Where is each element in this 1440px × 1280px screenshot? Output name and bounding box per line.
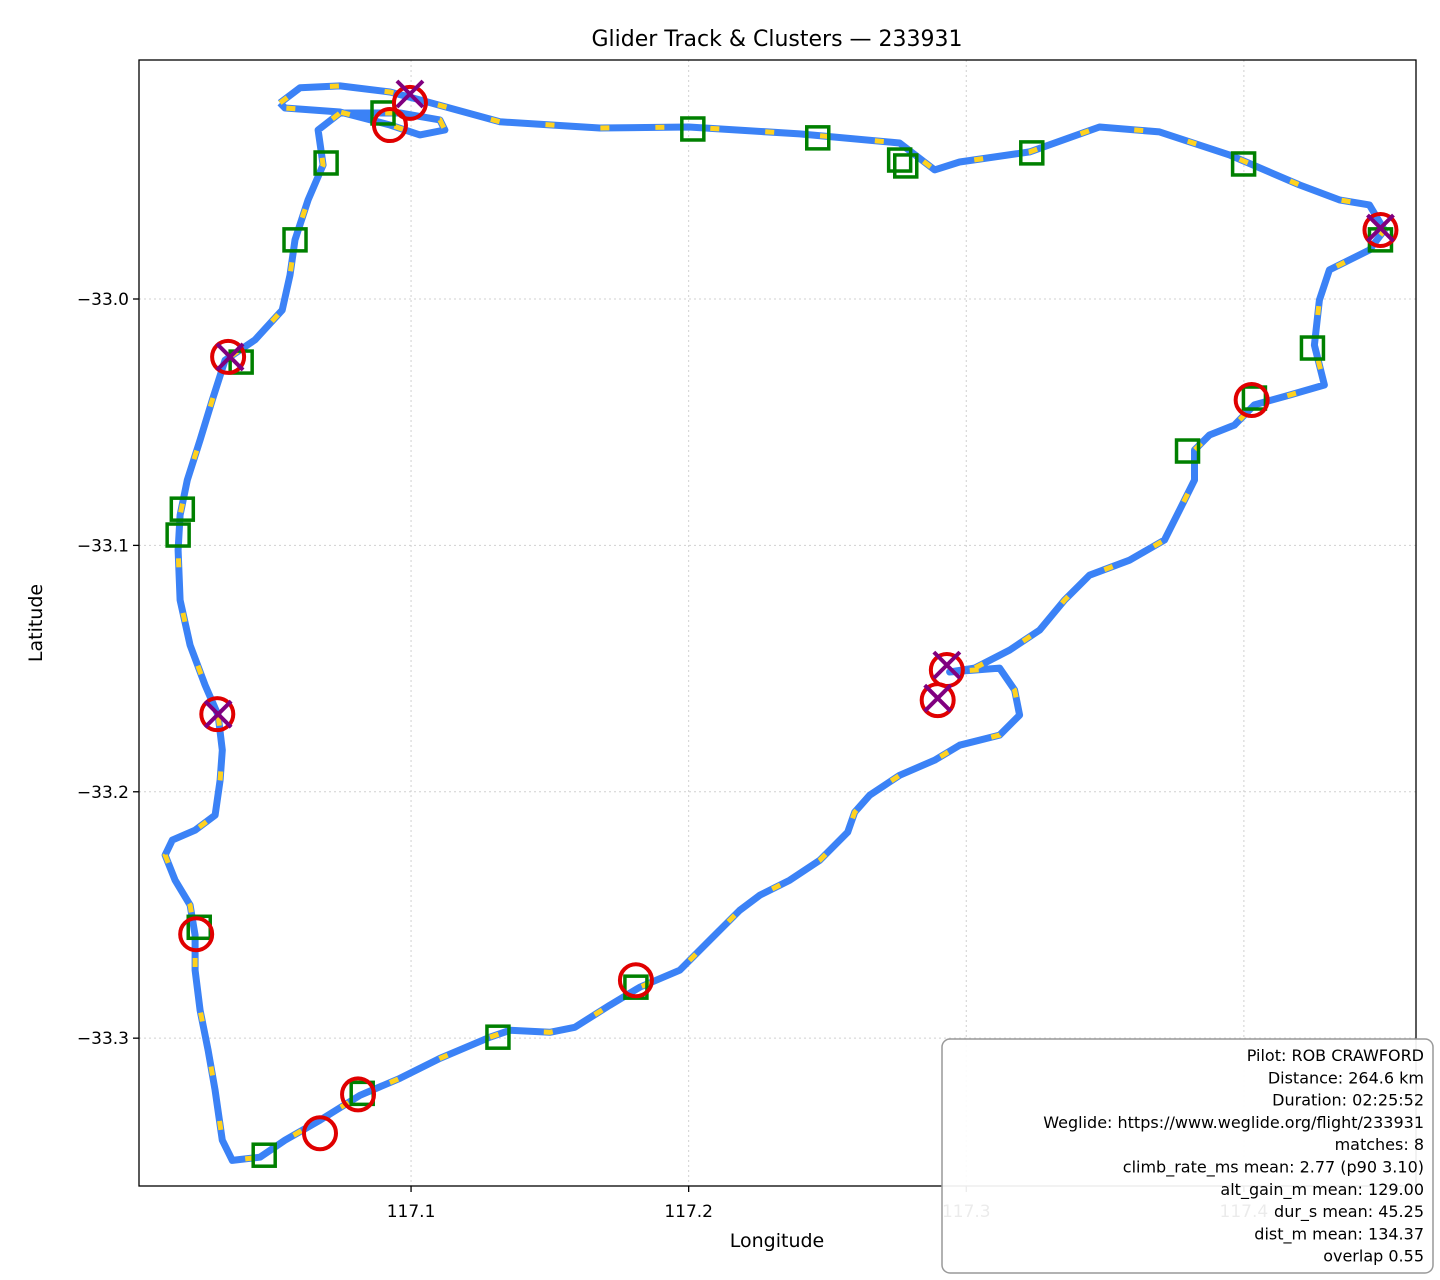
grid (139, 60, 1416, 1186)
y-tick-label: −33.0 (77, 290, 129, 310)
circle-marker (919, 682, 956, 719)
info-line: Distance: 264.6 km (1268, 1068, 1424, 1087)
info-line: matches: 8 (1335, 1135, 1424, 1154)
info-line: climb_rate_ms mean: 2.77 (p90 3.10) (1123, 1158, 1424, 1178)
track (161, 82, 1388, 1164)
circle-marker (302, 1115, 339, 1152)
x-marker (932, 650, 962, 680)
circle-marker (1362, 212, 1399, 249)
x-marker (923, 683, 953, 713)
info-line: overlap 0.55 (1323, 1247, 1424, 1266)
x-tick-label: 117.2 (664, 1202, 713, 1222)
square-marker (1230, 151, 1257, 177)
x-marker (215, 342, 245, 372)
x-marker (395, 79, 425, 109)
circle-marker (199, 696, 236, 733)
info-line: alt_gain_m mean: 129.00 (1220, 1180, 1424, 1200)
square-marker (251, 1142, 277, 1168)
square-marker (370, 100, 396, 126)
circle-marker (391, 84, 428, 121)
square-marker (1174, 438, 1201, 464)
square-marker (485, 1024, 511, 1050)
info-line: Duration: 02:25:52 (1272, 1091, 1424, 1110)
circle-marker (178, 916, 215, 953)
square-marker (1299, 335, 1326, 361)
square-marker (313, 150, 339, 176)
plot-frame (138, 59, 1417, 1187)
circle-marker (1233, 382, 1270, 419)
info-line: Weglide: https://www.weglide.org/flight/… (1043, 1113, 1424, 1132)
info-line: Pilot: ROB CRAWFORD (1247, 1046, 1424, 1065)
square-marker (169, 496, 196, 522)
square-marker (282, 227, 308, 253)
square-marker (886, 147, 913, 173)
info-box: Pilot: ROB CRAWFORD Distance: 264.6 km Dur… (941, 1038, 1434, 1274)
circle-marker (340, 1076, 377, 1113)
circle-marker (210, 338, 247, 375)
track-highlight (162, 83, 1388, 1164)
y-tick-label: −33.2 (77, 783, 129, 803)
chart-title: Glider Track & Clusters — 233931 (591, 27, 962, 52)
y-tick-label: −33.3 (77, 1029, 129, 1049)
info-line: dur_s mean: 45.25 (1274, 1202, 1424, 1222)
square-marker (1241, 385, 1268, 411)
square-marker (165, 522, 191, 548)
circle-marker (371, 107, 408, 144)
x-marker (1366, 213, 1395, 243)
square-marker (680, 116, 706, 142)
plot-marks (161, 79, 1399, 1168)
info-box-frame (941, 1038, 1434, 1274)
square-marker (805, 125, 831, 151)
y-tick-label: −33.1 (77, 536, 129, 556)
square-marker (893, 153, 919, 179)
square-marker (1019, 140, 1045, 166)
x-tick-label: 117.1 (387, 1202, 436, 1222)
x-axis-label: Longitude (730, 1230, 825, 1252)
y-axis-label: Latitude (25, 584, 47, 662)
circle-marker (617, 962, 654, 999)
x-marker (203, 699, 233, 729)
info-line: dist_m mean: 134.37 (1254, 1224, 1424, 1244)
